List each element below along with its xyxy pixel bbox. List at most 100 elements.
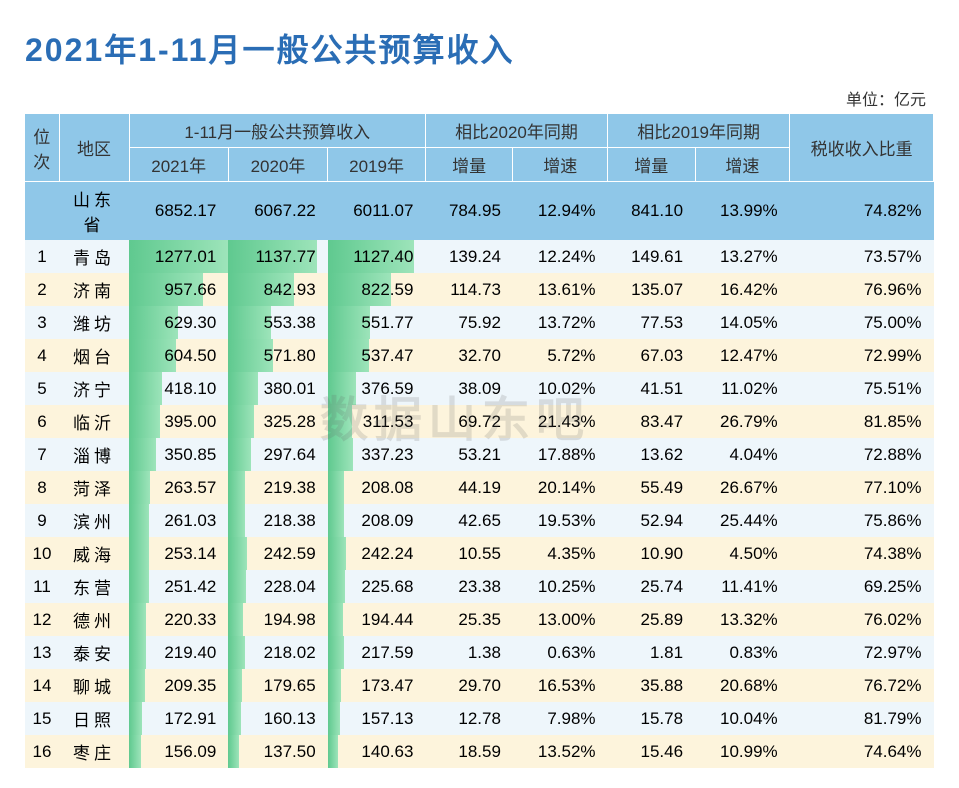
cell-region: 济宁 (59, 372, 129, 405)
table-row: 9滨州261.03218.38208.0942.6519.53%52.9425.… (25, 504, 934, 537)
col-region: 地区 (59, 114, 129, 182)
cell-d20rate: 20.14% (513, 471, 608, 504)
cell-d20rate: 4.35% (513, 537, 608, 570)
cell-bar: 842.93 (228, 273, 327, 306)
cell-bar: 251.42 (129, 570, 228, 603)
table-body: 山东省 6852.17 6067.22 6011.07 784.95 12.94… (25, 182, 934, 769)
cell-bar: 194.98 (228, 603, 327, 636)
cell-d20amt: 69.72 (425, 405, 513, 438)
cell-d19amt: 35.88 (608, 669, 696, 702)
cell-rank: 9 (25, 504, 59, 537)
cell-rank: 2 (25, 273, 59, 306)
cell-d19amt: 13.62 (608, 438, 696, 471)
cell-tax: 77.10% (790, 471, 934, 504)
col-2021: 2021年 (129, 148, 228, 182)
cell-rank: 6 (25, 405, 59, 438)
cell-tax: 81.79% (790, 702, 934, 735)
cell-bar: 219.40 (129, 636, 228, 669)
cell-tax: 73.57% (790, 240, 934, 273)
cell-d19amt: 841.10 (608, 182, 696, 241)
cell-d20rate: 12.24% (513, 240, 608, 273)
cell-d19rate: 13.99% (695, 182, 790, 241)
cell-bar: 160.13 (228, 702, 327, 735)
col-inc20-rate: 增速 (513, 148, 608, 182)
cell-rank: 12 (25, 603, 59, 636)
cell-bar: 337.23 (328, 438, 426, 471)
cell-rank: 11 (25, 570, 59, 603)
cell-d19amt: 10.90 (608, 537, 696, 570)
budget-table: 位次 地区 1-11月一般公共预算收入 相比2020年同期 相比2019年同期 … (25, 113, 934, 768)
cell-tax: 76.72% (790, 669, 934, 702)
table-row: 12德州220.33194.98194.4425.3513.00%25.8913… (25, 603, 934, 636)
col-2020: 2020年 (228, 148, 327, 182)
table-row: 16枣庄156.09137.50140.6318.5913.52%15.4610… (25, 735, 934, 768)
table-row: 1青岛1277.011137.771127.40139.2412.24%149.… (25, 240, 934, 273)
cell-bar: 551.77 (328, 306, 426, 339)
cell-region: 日照 (59, 702, 129, 735)
cell-d20amt: 42.65 (425, 504, 513, 537)
cell-d20rate: 19.53% (513, 504, 608, 537)
cell-d20rate: 0.63% (513, 636, 608, 669)
cell-tax: 74.82% (790, 182, 934, 241)
col-rank: 位次 (25, 114, 59, 182)
cell-d19rate: 14.05% (695, 306, 790, 339)
cell-region: 威海 (59, 537, 129, 570)
cell-2020: 6067.22 (228, 182, 327, 241)
cell-d19rate: 13.27% (695, 240, 790, 273)
cell-tax: 76.02% (790, 603, 934, 636)
cell-d20amt: 784.95 (425, 182, 513, 241)
unit-label: 单位：亿元 (25, 86, 934, 110)
cell-region: 临沂 (59, 405, 129, 438)
cell-bar: 194.44 (328, 603, 426, 636)
cell-region: 东营 (59, 570, 129, 603)
cell-bar: 242.24 (328, 537, 426, 570)
table-row: 5济宁418.10380.01376.5938.0910.02%41.5111.… (25, 372, 934, 405)
cell-bar: 253.14 (129, 537, 228, 570)
cell-d19amt: 77.53 (608, 306, 696, 339)
cell-d19amt: 15.46 (608, 735, 696, 768)
cell-region: 菏泽 (59, 471, 129, 504)
cell-d19amt: 52.94 (608, 504, 696, 537)
cell-d20amt: 38.09 (425, 372, 513, 405)
cell-bar: 311.53 (328, 405, 426, 438)
cell-bar: 350.85 (129, 438, 228, 471)
col-tax: 税收收入比重 (790, 114, 934, 182)
cell-bar: 156.09 (129, 735, 228, 768)
col-inc19-rate: 增速 (695, 148, 790, 182)
cell-d20amt: 44.19 (425, 471, 513, 504)
cell-bar: 137.50 (228, 735, 327, 768)
col-group-vs2019: 相比2019年同期 (608, 114, 790, 148)
cell-d19rate: 11.41% (695, 570, 790, 603)
cell-rank: 5 (25, 372, 59, 405)
cell-d20rate: 5.72% (513, 339, 608, 372)
cell-rank: 14 (25, 669, 59, 702)
cell-d19rate: 26.67% (695, 471, 790, 504)
cell-tax: 69.25% (790, 570, 934, 603)
cell-bar: 217.59 (328, 636, 426, 669)
cell-d20rate: 10.25% (513, 570, 608, 603)
cell-rank: 3 (25, 306, 59, 339)
cell-d19rate: 4.04% (695, 438, 790, 471)
table-row: 7淄博350.85297.64337.2353.2117.88%13.624.0… (25, 438, 934, 471)
cell-d19rate: 4.50% (695, 537, 790, 570)
cell-bar: 173.47 (328, 669, 426, 702)
table-row: 8菏泽263.57219.38208.0844.1920.14%55.4926.… (25, 471, 934, 504)
col-inc20-amt: 增量 (425, 148, 513, 182)
cell-d20amt: 10.55 (425, 537, 513, 570)
cell-rank: 8 (25, 471, 59, 504)
cell-bar: 380.01 (228, 372, 327, 405)
page-title: 2021年1-11月一般公共预算收入 (25, 25, 934, 71)
cell-rank: 7 (25, 438, 59, 471)
cell-bar: 376.59 (328, 372, 426, 405)
cell-bar: 418.10 (129, 372, 228, 405)
cell-2019: 6011.07 (328, 182, 426, 241)
cell-d20rate: 21.43% (513, 405, 608, 438)
cell-bar: 297.64 (228, 438, 327, 471)
cell-d20rate: 12.94% (513, 182, 608, 241)
cell-region: 潍坊 (59, 306, 129, 339)
cell-rank: 16 (25, 735, 59, 768)
cell-bar: 179.65 (228, 669, 327, 702)
cell-bar: 571.80 (228, 339, 327, 372)
cell-d19rate: 10.99% (695, 735, 790, 768)
cell-region: 滨州 (59, 504, 129, 537)
